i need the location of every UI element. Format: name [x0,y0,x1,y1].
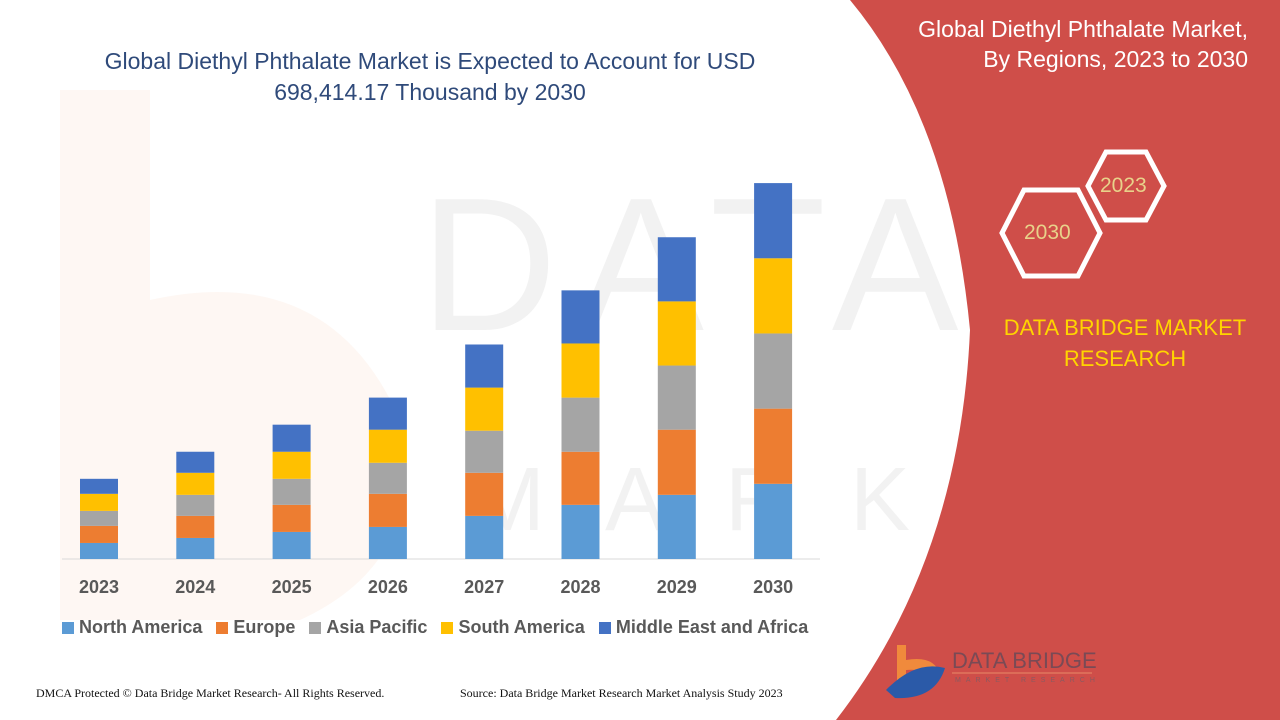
bar-segment-europe-2029 [657,429,696,495]
bar-segment-middle-east-and-africa-2026 [368,397,407,430]
bar-segment-north-america-2023 [80,542,118,559]
bar-segment-asia-pacific-2028 [561,397,600,452]
bar-segment-asia-pacific-2026 [368,462,407,494]
bar-segment-europe-2030 [754,408,793,484]
legend-label: South America [458,617,585,637]
legend-label: Europe [233,617,296,637]
bar-segment-north-america-2029 [657,494,696,559]
logo-text: DATA BRIDGE [952,648,1097,673]
hexagon-2023 [1085,149,1167,223]
bar-segment-north-america-2025 [272,531,311,559]
legend-item-north-america: North America [62,617,202,638]
footer-source: Source: Data Bridge Market Research Mark… [460,686,783,700]
legend-item-south-america: South America [441,617,585,638]
legend-label: Asia Pacific [326,617,428,637]
hex-label-2030: 2030 [1024,221,1071,244]
chart-title: Global Diethyl Phthalate Market is Expec… [104,48,756,105]
hexagon-2030 [999,187,1103,279]
bar-segment-middle-east-and-africa-2030 [754,183,793,259]
bar-segment-asia-pacific-2029 [657,365,696,430]
bar-segment-middle-east-and-africa-2029 [657,237,696,302]
legend-swatch [598,621,611,634]
hex-label-2023: 2023 [1100,174,1147,197]
bar-segment-asia-pacific-2027 [465,430,504,473]
bar-segment-asia-pacific-2023 [80,510,118,526]
legend-label: North America [79,617,203,637]
footer-copyright: DMCA Protected © Data Bridge Market Rese… [36,686,385,700]
bar-segment-middle-east-and-africa-2023 [80,478,118,494]
legend-item-europe: Europe [216,617,295,638]
bar-segment-europe-2027 [465,472,504,516]
bar-segment-europe-2023 [80,525,118,543]
bar-segment-north-america-2027 [465,515,504,559]
bar-segment-asia-pacific-2030 [754,333,793,409]
x-tick-label: 2030 [753,577,793,597]
x-tick-label: 2024 [175,577,215,597]
x-tick-label: 2025 [272,577,312,597]
legend-swatch [309,621,322,634]
legend-swatch [216,621,229,634]
side-panel [836,0,1280,720]
legend-item-asia-pacific: Asia Pacific [309,617,427,638]
chart-bars [80,183,793,559]
bar-segment-south-america-2030 [754,258,793,334]
bar-segment-south-america-2023 [80,493,118,511]
bar-segment-asia-pacific-2025 [272,478,311,505]
bar-segment-middle-east-and-africa-2025 [272,424,311,452]
bar-segment-europe-2024 [176,515,215,538]
bar-segment-europe-2026 [368,493,407,527]
bar-segment-north-america-2026 [368,526,407,559]
bar-segment-middle-east-and-africa-2024 [176,451,215,473]
legend-item-mea: Middle East and Africa [598,617,809,638]
bar-segment-middle-east-and-africa-2027 [465,344,504,388]
bar-segment-south-america-2024 [176,472,215,495]
bar-segment-south-america-2028 [561,343,600,398]
bar-segment-north-america-2028 [561,504,600,559]
bar-segment-south-america-2029 [657,301,696,366]
data-bridge-logo [886,645,1092,699]
legend-swatch [62,621,74,634]
x-tick-label: 2023 [79,577,119,597]
bar-segment-south-america-2026 [368,429,407,463]
x-tick-labels: 2023 2024 2025 2026 2027 2028 2029 2030 [79,577,793,597]
x-tick-label: 2027 [464,577,504,597]
panel-title: Global Diethyl Phthalate Market, By Regi… [918,16,1248,72]
bar-segment-south-america-2025 [272,451,311,479]
bar-segment-north-america-2024 [176,537,215,559]
chart-legend: North America Europe Asia Pacific South … [62,617,808,638]
x-tick-label: 2028 [560,577,600,597]
bar-segment-asia-pacific-2024 [176,494,215,516]
x-tick-label: 2029 [657,577,697,597]
bar-segment-europe-2028 [561,451,600,505]
legend-label: Middle East and Africa [615,617,809,637]
brand-text: DATA BRIDGE MARKET RESEARCH [1003,315,1247,371]
legend-swatch [441,621,454,634]
x-tick-label: 2026 [368,577,408,597]
bar-segment-middle-east-and-africa-2028 [561,290,600,344]
bar-segment-north-america-2030 [754,483,793,559]
bar-segment-europe-2025 [272,504,311,532]
logo-subtext: MARKET RESEARCH [955,677,1100,684]
bar-segment-south-america-2027 [465,387,504,431]
